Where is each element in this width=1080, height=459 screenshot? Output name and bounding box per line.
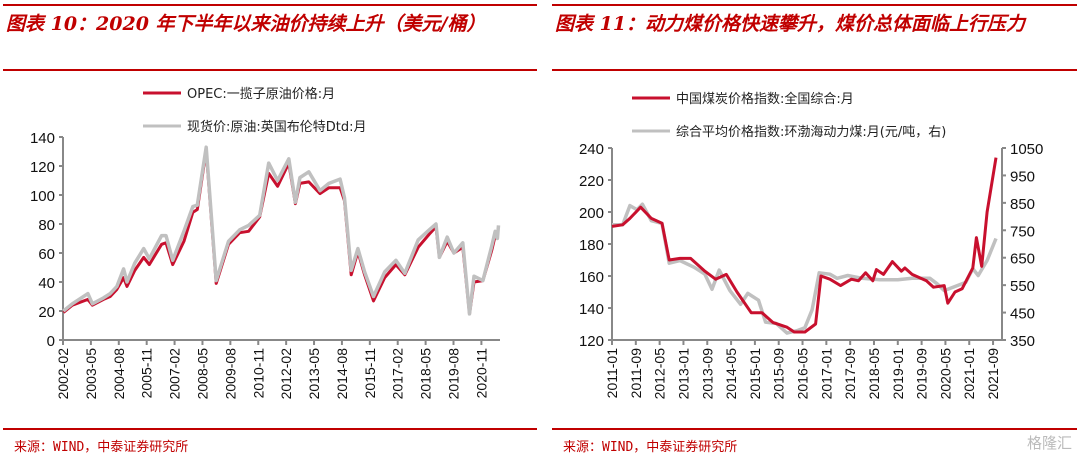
y-tick-label: 60 bbox=[38, 246, 55, 263]
series-line-gray bbox=[612, 202, 998, 335]
source-text: 来源：WIND，中泰证券研究所 bbox=[563, 440, 738, 455]
x-tick-label: 2007-02 bbox=[167, 348, 183, 400]
x-tick-label: 2016-05 bbox=[795, 348, 811, 400]
x-tick-label: 2017-02 bbox=[390, 348, 406, 400]
source-text: 来源：WIND，中泰证券研究所 bbox=[14, 440, 189, 455]
series-line-red bbox=[611, 157, 998, 334]
watermark: 格隆汇 bbox=[1026, 435, 1072, 452]
x-tick-label: 2008-05 bbox=[194, 348, 210, 400]
x-tick-label: 2019-09 bbox=[914, 348, 930, 400]
x-tick-label: 2011-09 bbox=[628, 348, 644, 399]
series-line-gray bbox=[62, 145, 501, 316]
y-tick-label: 120 bbox=[579, 333, 604, 350]
x-tick-label: 2017-09 bbox=[842, 348, 858, 400]
y-tick-label: 40 bbox=[38, 275, 55, 292]
y2-tick-label: 750 bbox=[1010, 223, 1035, 240]
y2-tick-label: 350 bbox=[1010, 333, 1035, 350]
y-tick-label: 20 bbox=[38, 304, 55, 321]
x-tick-label: 2013-05 bbox=[306, 348, 322, 400]
x-tick-label: 2017-01 bbox=[818, 348, 834, 400]
x-tick-label: 2002-02 bbox=[55, 348, 71, 400]
x-tick-label: 2005-11 bbox=[139, 348, 155, 399]
x-tick-label: 2020-11 bbox=[473, 348, 489, 399]
y-tick-label: 140 bbox=[30, 130, 55, 147]
chart-panel-coal: 图表 11：动力煤价格快速攀升，煤价总体面临上行压力 中国煤炭价格指数:全国综合… bbox=[549, 0, 1080, 459]
y2-tick-label: 450 bbox=[1010, 306, 1035, 323]
x-tick-label: 2012-05 bbox=[652, 348, 668, 400]
x-tick-label: 2018-05 bbox=[418, 348, 434, 400]
x-tick-label: 2019-01 bbox=[890, 348, 906, 400]
title-rule-bottom bbox=[3, 69, 537, 71]
source-rule bbox=[3, 428, 537, 430]
legend-label: 现货价:原油:英国布伦特Dtd:月 bbox=[187, 119, 367, 135]
y2-tick-label: 650 bbox=[1010, 251, 1035, 268]
x-tick-label: 2010-11 bbox=[250, 348, 266, 399]
y2-tick-label: 850 bbox=[1010, 196, 1035, 213]
x-tick-label: 2003-05 bbox=[83, 348, 99, 400]
y-tick-label: 240 bbox=[579, 141, 604, 158]
y2-tick-label: 1050 bbox=[1010, 141, 1043, 158]
legend-label: 中国煤炭价格指数:全国综合:月 bbox=[676, 91, 854, 107]
y2-tick-label: 950 bbox=[1010, 168, 1035, 185]
x-tick-label: 2014-08 bbox=[334, 348, 350, 400]
x-tick-label: 2014-05 bbox=[723, 348, 739, 400]
chart-panel-oil: 图表 10：2020 年下半年以来油价持续上升（美元/桶） OPEC:一揽子原油… bbox=[3, 4, 537, 455]
chart-title: 图表 11：动力煤价格快速攀升，煤价总体面临上行压力 bbox=[555, 13, 1026, 35]
x-tick-label: 2004-08 bbox=[111, 348, 127, 400]
y-tick-label: 80 bbox=[38, 217, 55, 234]
x-tick-label: 2009-08 bbox=[222, 348, 238, 400]
y-tick-label: 100 bbox=[30, 188, 55, 205]
x-tick-label: 2013-09 bbox=[699, 348, 715, 400]
y-tick-label: 200 bbox=[579, 205, 604, 222]
x-tick-label: 2020-05 bbox=[937, 348, 953, 400]
title-rule-top bbox=[3, 4, 537, 6]
legend-label: OPEC:一揽子原油价格:月 bbox=[187, 86, 335, 102]
y-tick-label: 220 bbox=[579, 173, 604, 190]
title-rule-top bbox=[552, 4, 1077, 6]
x-tick-label: 2013-01 bbox=[675, 348, 691, 400]
y2-tick-label: 550 bbox=[1010, 278, 1035, 295]
chart-title: 图表 10：2020 年下半年以来油价持续上升（美元/桶） bbox=[6, 13, 486, 35]
x-tick-label: 2019-08 bbox=[446, 348, 462, 400]
y-tick-label: 120 bbox=[30, 159, 55, 176]
x-tick-label: 2021-01 bbox=[961, 348, 977, 400]
y-tick-label: 160 bbox=[579, 269, 604, 286]
x-tick-label: 2021-09 bbox=[985, 348, 1001, 400]
title-rule-bottom bbox=[552, 69, 1077, 71]
source-rule bbox=[552, 428, 1077, 430]
x-tick-label: 2015-01 bbox=[747, 348, 763, 400]
x-tick-label: 2012-02 bbox=[278, 348, 294, 400]
x-tick-label: 2015-09 bbox=[771, 348, 787, 400]
x-tick-label: 2011-01 bbox=[604, 348, 620, 399]
y-tick-label: 0 bbox=[47, 333, 55, 350]
legend-label: 综合平均价格指数:环渤海动力煤:月(元/吨，右) bbox=[676, 124, 946, 140]
y-tick-label: 140 bbox=[579, 301, 604, 318]
y-tick-label: 180 bbox=[579, 237, 604, 254]
x-tick-label: 2015-11 bbox=[362, 348, 378, 399]
x-tick-label: 2018-05 bbox=[866, 348, 882, 400]
